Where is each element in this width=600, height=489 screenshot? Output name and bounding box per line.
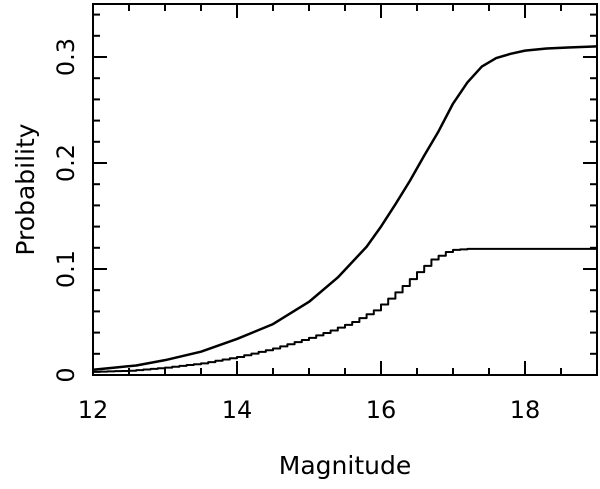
step-series-line (93, 247, 597, 373)
plot-frame (92, 3, 598, 376)
y-tick-label: 0.1 (52, 250, 80, 288)
smooth-series-line (92, 45, 598, 371)
axis-ticks: 12 14 16 18 0 0.1 0.2 0.3 (52, 4, 598, 424)
y-axis-label: Probability (11, 123, 40, 255)
y-tick-label: 0.3 (52, 38, 80, 76)
plot-area (92, 45, 598, 373)
y-tick-label: 0 (52, 367, 80, 382)
x-tick-label: 14 (222, 396, 253, 424)
x-tick-label: 12 (78, 396, 109, 424)
y-tick-label: 0.2 (52, 144, 80, 182)
x-tick-label: 18 (510, 396, 541, 424)
x-axis-label: Magnitude (279, 451, 411, 480)
x-tick-label: 16 (366, 396, 397, 424)
